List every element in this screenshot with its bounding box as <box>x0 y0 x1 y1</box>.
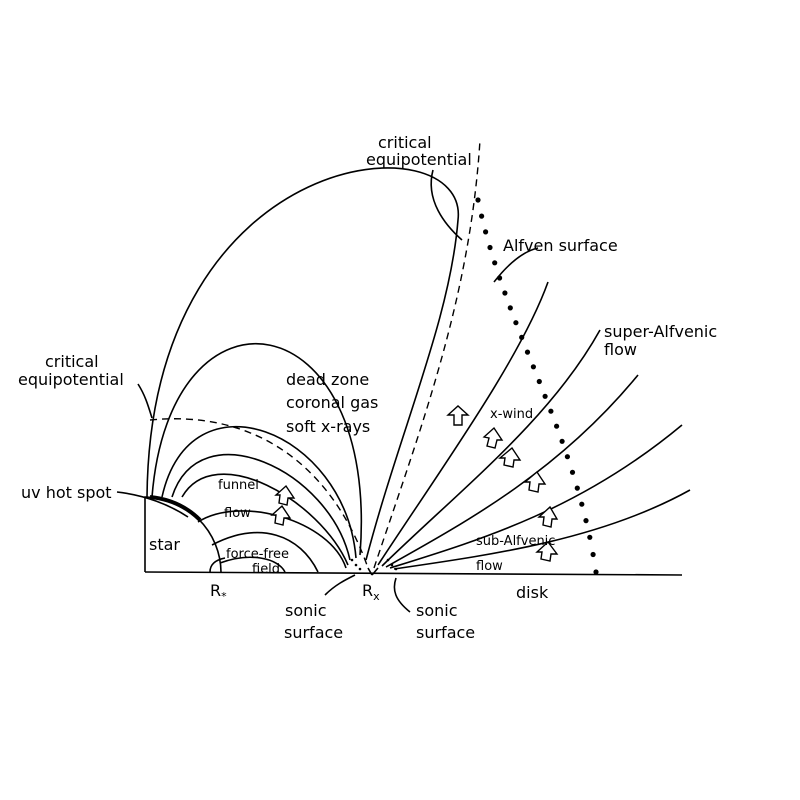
alfven-dot <box>583 518 589 524</box>
alfven-dot <box>536 378 542 385</box>
alfven-dot <box>542 393 548 399</box>
alfven-dot <box>554 423 560 429</box>
alfven-dot <box>559 438 565 444</box>
critical-equipotential-top <box>373 139 481 569</box>
super-alfvenic-label-2: flow <box>604 340 637 359</box>
leader-rx <box>367 567 379 576</box>
leader-critical-left <box>137 383 153 419</box>
critical-top-label: critical <box>378 133 432 152</box>
alfven-dot <box>590 551 596 558</box>
sonic-right-label-2: surface <box>416 623 475 642</box>
r-x-label: Rx <box>362 581 380 603</box>
force-free-label: force-free <box>226 547 289 562</box>
field-loop-3 <box>161 425 357 559</box>
x-wind-label: x-wind <box>490 407 533 422</box>
alfven-dot <box>548 408 554 414</box>
flow-arrow-icon <box>482 426 504 449</box>
flow-label: flow <box>224 506 251 521</box>
disk-label: disk <box>516 583 549 602</box>
super-alfvenic-label: super-Alfvenic <box>604 322 717 341</box>
flow-arrow-icon <box>535 540 559 562</box>
flow-arrow-icon <box>498 446 522 468</box>
soft-xrays-label: soft x-rays <box>286 417 370 436</box>
flow-arrows <box>270 405 559 562</box>
leader-force-free <box>209 557 226 573</box>
sonic-dot <box>394 567 398 571</box>
wind-line-5 <box>393 489 691 570</box>
alfven-dot <box>530 364 537 370</box>
funnel-arrow-icon <box>274 484 296 506</box>
sub-alfvenic-label-2: flow <box>476 559 503 574</box>
alfven-dot <box>579 501 585 507</box>
sonic-left-label-2: surface <box>284 623 343 642</box>
alfven-surface-dots <box>475 197 599 575</box>
leader-uv-hot-spot <box>116 491 189 518</box>
alfven-dot <box>507 305 513 311</box>
wind-line-3 <box>385 374 639 568</box>
sonic-dot <box>354 563 358 567</box>
sonic-surface-dots <box>350 558 398 571</box>
alfven-dot <box>475 197 481 203</box>
alfven-dot <box>564 454 571 460</box>
field-loop-4 <box>171 454 351 561</box>
alfven-dot <box>593 569 599 575</box>
critical-equipotential-left <box>149 418 369 569</box>
wind-line-1 <box>377 281 549 566</box>
star-label: star <box>149 535 180 554</box>
flow-arrow-icon <box>446 405 470 426</box>
alfven-dot <box>502 290 508 296</box>
alfven-dot <box>524 349 531 355</box>
alfven-dot <box>483 229 489 235</box>
critical-left-label: critical <box>45 352 99 371</box>
uv-hot-spot-label: uv hot spot <box>21 483 112 502</box>
sonic-dot <box>350 558 354 562</box>
alfven-dot <box>519 334 525 340</box>
leader-sonic-right <box>393 577 411 613</box>
flow-arrow-icon <box>537 505 559 528</box>
r-star-label: R* <box>210 581 227 603</box>
alfven-dot <box>587 534 593 540</box>
critical-left-label-2: equipotential <box>18 370 124 389</box>
alfven-surface-label: Alfven surface <box>503 236 618 255</box>
alfven-dot <box>574 485 580 491</box>
critical-top-label-2: equipotential <box>366 150 472 169</box>
field-loop-inner-2 <box>219 556 286 573</box>
funnel-label: funnel <box>218 478 259 493</box>
wind-line-4 <box>389 424 683 569</box>
sonic-left-label: sonic <box>285 601 327 620</box>
alfven-dot <box>487 244 493 251</box>
flow-arrow-icon <box>523 470 547 493</box>
field-loop-funnel <box>181 473 349 566</box>
field-loop-inner-1 <box>211 531 319 573</box>
funnel-arrow-icon <box>270 504 292 526</box>
leader-sonic-left <box>324 574 356 596</box>
force-free-label-2: field <box>252 562 280 577</box>
field-loop-2 <box>151 343 363 556</box>
alfven-dot <box>479 213 485 219</box>
field-loop-outer <box>146 167 459 561</box>
alfven-dot <box>513 320 519 326</box>
dead-zone-label: dead zone <box>286 370 369 389</box>
alfven-dot <box>569 469 576 475</box>
uv-hot-spot-band <box>149 495 202 522</box>
sub-alfvenic-label: sub-Alfvenic <box>476 534 555 549</box>
sonic-dot <box>390 563 394 567</box>
alfven-dot <box>492 260 498 266</box>
disk-line <box>144 571 683 576</box>
leader-critical-top <box>430 169 463 241</box>
sonic-dot <box>358 567 362 571</box>
sonic-dot <box>386 558 390 562</box>
wind-line-2 <box>381 329 601 567</box>
sonic-right-label: sonic <box>416 601 458 620</box>
coronal-gas-label: coronal gas <box>286 393 378 412</box>
leader-alfven <box>493 247 539 283</box>
